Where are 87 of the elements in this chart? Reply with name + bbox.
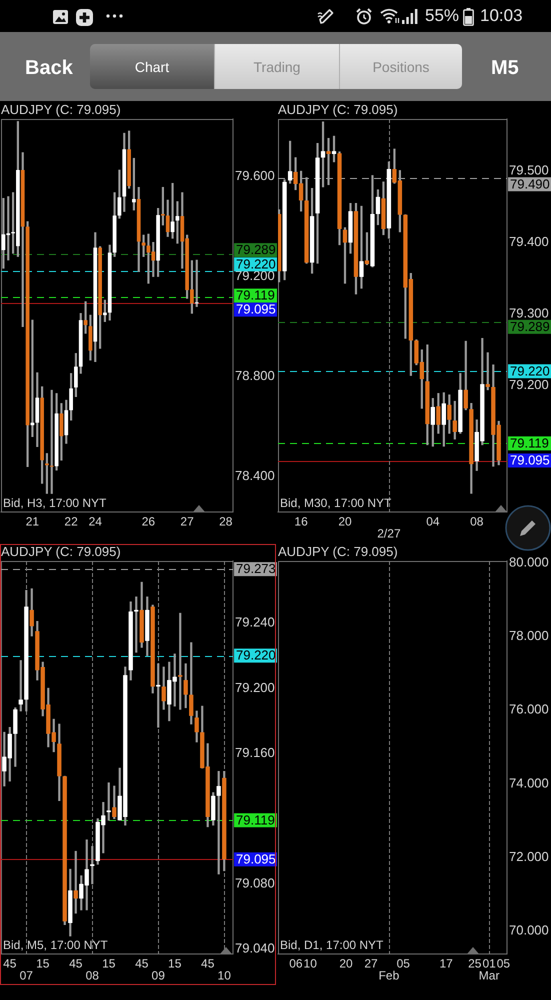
x-tick-label: 45	[135, 956, 149, 971]
ref-line-label: 79.289	[236, 242, 276, 258]
y-tick-label: 78.800	[235, 368, 275, 383]
x-tick-label: 25	[468, 956, 482, 971]
tab-button[interactable]: Chart	[90, 44, 214, 89]
y-tick-label: 79.160	[235, 745, 275, 760]
y-tick-label: 79.400	[509, 234, 549, 250]
ref-line-label: Feb	[378, 968, 400, 982]
y-tick-label: 80.000	[509, 554, 549, 570]
x-tick-label: 27	[364, 956, 378, 971]
candlestick	[106, 782, 111, 821]
candlestick	[90, 846, 94, 884]
y-tick-label: 79.040	[235, 940, 275, 956]
text: 55%	[425, 6, 460, 26]
x-tick-label: 10	[304, 956, 318, 971]
text: 10:03	[480, 6, 523, 26]
candlestick	[134, 596, 138, 653]
y-tick-label: 79.600	[235, 168, 275, 183]
candlestick	[194, 260, 199, 307]
x-tick-label: 22	[64, 514, 78, 529]
x-tick-label: 08	[470, 514, 484, 529]
x-tick-label: 01	[482, 956, 496, 971]
x-tick-label: 04	[426, 514, 440, 529]
ref-line-label: 79.119	[236, 812, 275, 828]
x-tick-label: 16	[294, 514, 308, 529]
timeframe-button[interactable]: M5	[491, 56, 519, 80]
ref-line-label: Mar	[478, 968, 500, 982]
x-tick-label: 05	[496, 956, 510, 971]
y-tick-label: 78.400	[235, 468, 275, 484]
chart-title: AUDJPY (C: 79.095)	[1, 544, 121, 560]
ref-line-label: 09	[152, 968, 166, 982]
annotation: Bid, M5, 17:00 NYT	[3, 938, 108, 952]
y-tick-label: 78.000	[509, 628, 549, 644]
annotation: Bid, H3, 17:00 NYT	[3, 496, 108, 510]
candlestick	[486, 352, 490, 390]
x-tick-label: 45	[201, 956, 215, 971]
chart-title: AUDJPY (C: 79.095)	[1, 102, 121, 118]
y-tick-label: 79.240	[235, 614, 275, 630]
annotation: Bid, D1, 17:00 NYT	[280, 938, 384, 952]
ref-line-label: 10	[218, 968, 232, 982]
ref-line-label: 2/27	[377, 526, 401, 540]
x-tick-label: 45	[69, 956, 83, 971]
x-tick-label: 17	[439, 956, 454, 971]
chart-title: AUDJPY (C: 79.095)	[278, 544, 398, 560]
y-tick-label: 79.500	[509, 162, 549, 178]
x-tick-label: 21	[26, 514, 40, 529]
ref-line-label: 79.095	[236, 302, 276, 317]
chart-title: AUDJPY (C: 79.095)	[278, 102, 398, 118]
candlestick	[156, 663, 160, 728]
x-tick-label: 06	[289, 956, 303, 971]
x-tick-label: 27	[180, 514, 194, 529]
ref-line-label: 79.095	[236, 851, 276, 866]
x-tick-label: 15	[102, 956, 116, 971]
x-tick-label: 24	[88, 514, 102, 529]
candlestick	[216, 771, 221, 874]
y-tick-label: 74.000	[509, 775, 549, 790]
back-button[interactable]: Back	[25, 56, 73, 80]
y-tick-label: 79.200	[235, 680, 275, 695]
ref-line-label: 79.119	[236, 288, 275, 303]
ref-line-label: 08	[86, 968, 100, 982]
ref-line-label: 07	[20, 968, 34, 982]
ref-line-label: 79.220	[510, 363, 550, 378]
ref-line-label: 79.220	[236, 256, 276, 272]
ref-line-label: 79.220	[236, 648, 276, 663]
x-tick-label: 45	[3, 956, 17, 971]
x-tick-label: 28	[219, 514, 233, 529]
x-tick-label: 20	[338, 514, 352, 529]
x-tick-label: 20	[339, 956, 353, 971]
y-tick-label: 76.000	[509, 702, 549, 717]
x-tick-label: 05	[396, 956, 410, 971]
x-tick-label: 26	[142, 514, 156, 529]
y-tick-label: 70.000	[509, 922, 549, 938]
ref-line-label: 79.119	[510, 435, 549, 450]
ref-line-label: 79.490	[510, 176, 550, 192]
ref-line-label: 79.273	[236, 561, 276, 576]
y-tick-label: 79.080	[235, 875, 275, 890]
y-tick-label: 72.000	[509, 849, 549, 864]
y-tick-label: 79.200	[509, 377, 549, 392]
candlestick	[18, 660, 23, 712]
annotation: Bid, M30, 17:00 NYT	[280, 496, 392, 510]
ref-line-label: 79.095	[510, 452, 550, 468]
ref-line-label: 79.289	[510, 319, 550, 334]
x-tick-label: 15	[36, 956, 50, 971]
x-tick-label: 15	[168, 956, 182, 971]
y-tick-label: 79.300	[509, 306, 549, 321]
candlestick	[74, 850, 78, 914]
candlestick	[178, 612, 182, 710]
